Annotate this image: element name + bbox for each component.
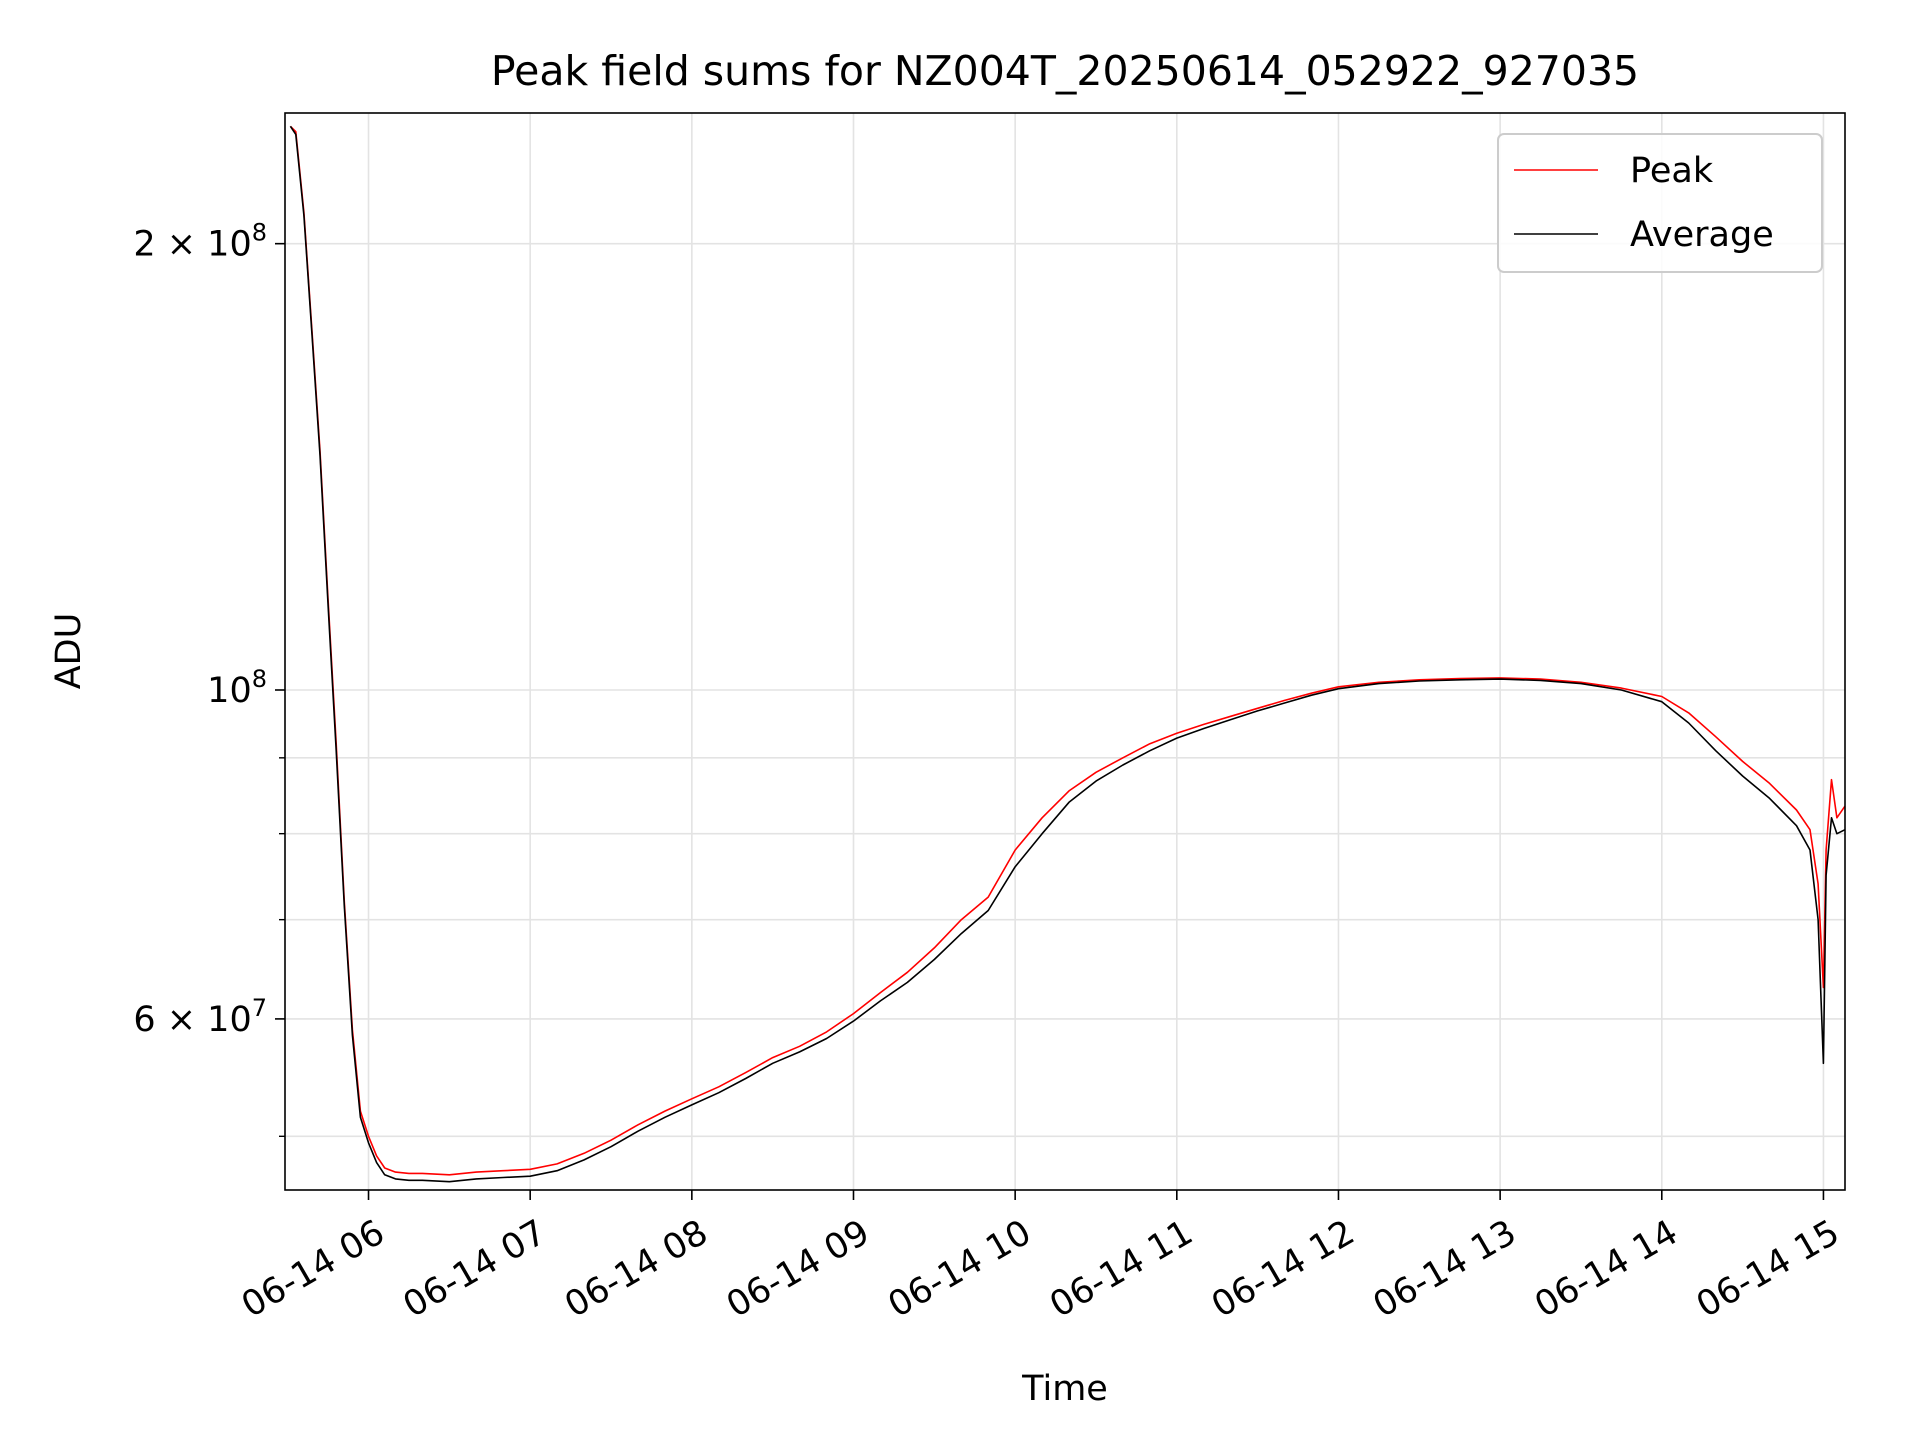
y-tick-exponent: 8 [252, 665, 267, 693]
y-tick-mantissa: 2 [133, 225, 155, 265]
y-tick-label: 2 × 108 [133, 219, 267, 265]
legend-box [1497, 133, 1823, 273]
series-line-peak [289, 125, 1846, 1176]
y-tick-mantissa: 6 [133, 1000, 155, 1040]
series-line-average [289, 125, 1846, 1183]
y-tick-exponent: 8 [252, 219, 267, 247]
chart-title: Peak field sums for NZ004T_20250614_0529… [491, 47, 1639, 95]
y-axis-label: ADU [49, 613, 89, 690]
plot-frame [284, 112, 1846, 1191]
legend-label-average: Average [1630, 215, 1774, 255]
y-tick-label: 6 × 107 [133, 994, 267, 1040]
legend: Peak Average [1497, 133, 1823, 273]
legend-label-peak: Peak [1630, 151, 1714, 191]
x-axis-label: Time [1021, 1369, 1108, 1409]
grid [285, 113, 1845, 1190]
series-lines [289, 125, 1846, 1183]
y-tick-exponent: 7 [252, 994, 267, 1022]
y-tick-label: 108 [207, 665, 267, 711]
